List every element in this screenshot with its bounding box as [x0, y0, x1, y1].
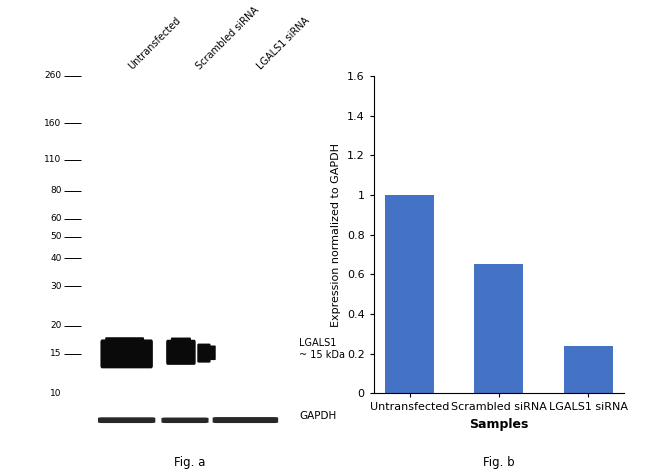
Text: Scrambled siRNA: Scrambled siRNA — [194, 5, 261, 72]
FancyBboxPatch shape — [198, 344, 211, 363]
FancyBboxPatch shape — [105, 337, 144, 348]
Text: Fig. a: Fig. a — [174, 456, 206, 469]
FancyBboxPatch shape — [161, 418, 209, 423]
X-axis label: Samples: Samples — [469, 418, 528, 431]
Text: LGALS1 siRNA: LGALS1 siRNA — [255, 16, 312, 72]
Y-axis label: Expression normalized to GAPDH: Expression normalized to GAPDH — [332, 143, 341, 327]
Text: 60: 60 — [50, 214, 62, 223]
FancyBboxPatch shape — [98, 417, 155, 423]
Text: 20: 20 — [50, 321, 62, 330]
Text: 50: 50 — [50, 232, 62, 241]
Text: 15: 15 — [50, 349, 62, 358]
FancyBboxPatch shape — [171, 337, 191, 346]
Bar — [474, 264, 523, 393]
Text: 10: 10 — [50, 389, 62, 398]
FancyBboxPatch shape — [213, 417, 278, 423]
Text: 30: 30 — [50, 282, 62, 291]
Text: GAPDH: GAPDH — [299, 411, 336, 421]
Text: LGALS1
~ 15 kDa: LGALS1 ~ 15 kDa — [299, 338, 345, 360]
Text: 80: 80 — [50, 186, 62, 195]
Text: Fig. b: Fig. b — [483, 456, 515, 469]
Text: 40: 40 — [50, 254, 62, 263]
Text: 160: 160 — [44, 118, 62, 128]
Bar — [564, 346, 612, 393]
Text: 260: 260 — [44, 72, 62, 80]
FancyBboxPatch shape — [166, 340, 196, 365]
Bar — [385, 195, 434, 393]
FancyBboxPatch shape — [210, 346, 216, 360]
Text: Untransfected: Untransfected — [127, 16, 183, 72]
Text: 110: 110 — [44, 155, 62, 164]
FancyBboxPatch shape — [101, 339, 153, 368]
